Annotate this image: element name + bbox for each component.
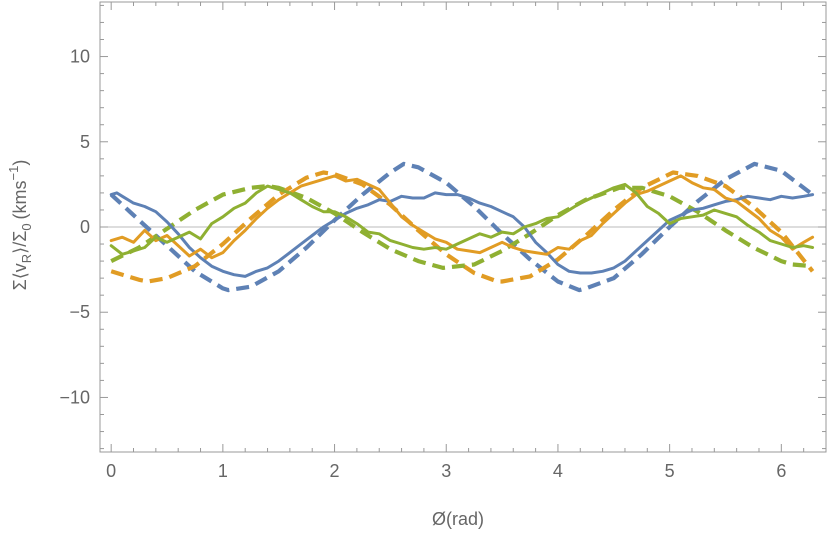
y-axis-label: Σ⟨vR⟩/Σ0 (kms−1) <box>6 160 34 291</box>
series-green-dashed <box>110 184 813 270</box>
y-label-sub-r: R <box>19 254 34 263</box>
x-axis-ticks: 0 1 2 3 4 5 6 <box>106 2 805 481</box>
x-tick-label: 2 <box>330 461 340 481</box>
y-label-part-a: Σ⟨v <box>10 263 30 290</box>
y-label-sub-0: 0 <box>19 223 34 230</box>
y-label-sup: −1 <box>6 166 21 181</box>
series-green-solid <box>109 182 815 256</box>
series-blue-dashed <box>109 161 814 293</box>
y-tick-label: 10 <box>70 47 90 67</box>
y-label-part-c: (kms <box>10 180 30 219</box>
x-axis-label: Ø(rad) <box>432 509 484 529</box>
series-blue-solid <box>109 191 815 278</box>
series-orange-solid <box>109 174 815 260</box>
x-tick-label: 1 <box>218 461 228 481</box>
series-layer <box>109 161 815 293</box>
y-label-part-d: ) <box>10 160 30 166</box>
x-tick-label: 5 <box>665 461 675 481</box>
x-tick-label: 0 <box>106 461 116 481</box>
y-tick-label: 0 <box>80 217 90 237</box>
x-tick-label: 3 <box>441 461 451 481</box>
series-orange-dashed <box>110 170 815 284</box>
y-tick-label: −10 <box>59 387 90 407</box>
y-tick-label: 5 <box>80 132 90 152</box>
x-tick-label: 6 <box>776 461 786 481</box>
y-label-part-b: ⟩/Σ <box>10 231 30 254</box>
y-axis-ticks: 10 5 0 −5 −10 <box>59 4 826 450</box>
x-tick-label: 4 <box>553 461 563 481</box>
y-tick-label: −5 <box>69 302 90 322</box>
